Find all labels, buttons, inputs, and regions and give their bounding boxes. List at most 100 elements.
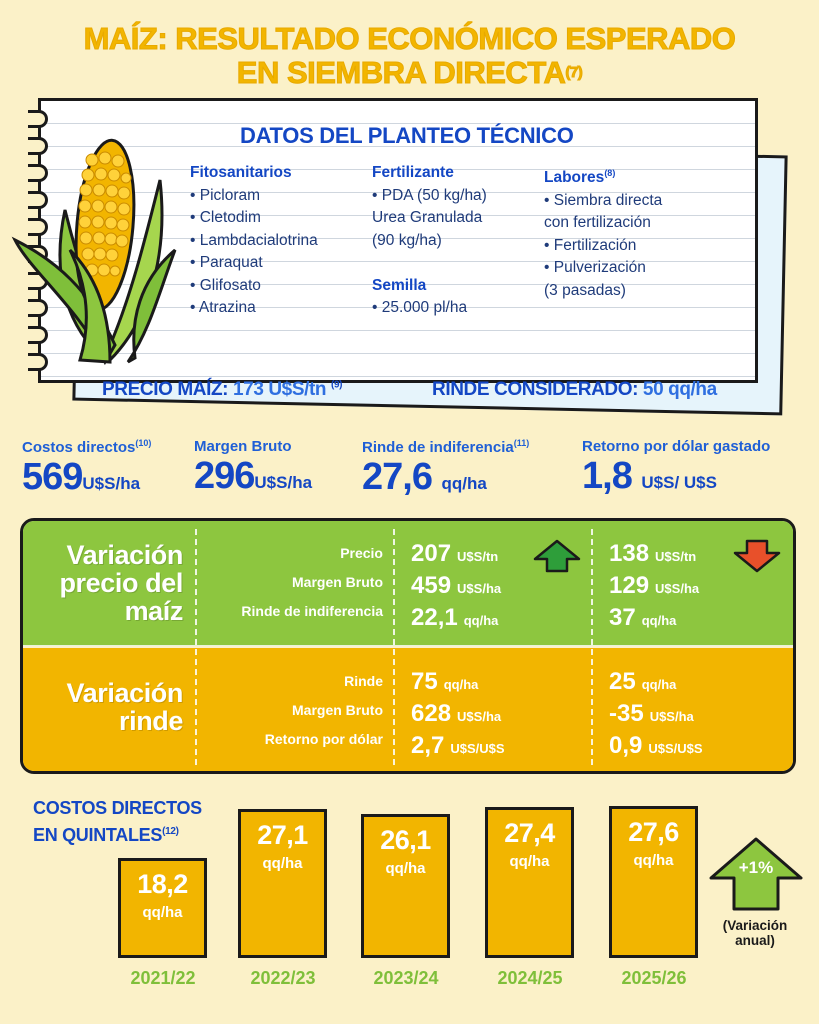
- labores-heading: Labores: [544, 169, 605, 187]
- variation-panel: Variación precio del maíz Precio Margen …: [20, 518, 796, 774]
- value: 25: [609, 668, 636, 695]
- list-item: • 25.000 pl/ha: [372, 299, 468, 316]
- fitosanitarios-heading: Fitosanitarios: [190, 164, 292, 181]
- unit: U$S/ha: [655, 581, 700, 596]
- kpi-unit: U$S/ U$S: [641, 473, 717, 492]
- bar-unit-label: qq/ha: [142, 904, 183, 921]
- kpi-ref: (11): [513, 438, 530, 448]
- unit: U$S/ha: [457, 709, 502, 724]
- yield-up-values: 75 qq/ha 628 U$S/ha 2,7 U$S/U$S: [411, 667, 505, 763]
- divider: [591, 529, 593, 765]
- labores-column: Labores(8) • Siembra directa con fertili…: [544, 162, 714, 302]
- kpi-label: Costos directos: [22, 439, 136, 456]
- page-title: MAÍZ: RESULTADO ECONÓMICO ESPERADO EN SI…: [0, 21, 819, 90]
- yield-variation-band: [23, 646, 793, 771]
- value: 2,7: [411, 732, 445, 759]
- yield-label: RINDE CONSIDERADO:: [432, 379, 639, 400]
- band-divider: [23, 645, 793, 648]
- bar-unit-label: qq/ha: [633, 852, 674, 869]
- row-label: Margen Bruto: [292, 574, 383, 590]
- value: 459: [411, 572, 452, 599]
- title-line-1: MAÍZ: RESULTADO ECONÓMICO ESPERADO: [83, 21, 736, 56]
- unit: qq/ha: [443, 677, 479, 692]
- price-ref: (9): [331, 379, 343, 391]
- value: -35: [609, 700, 644, 727]
- corn-icon: [11, 138, 177, 366]
- bar-value-label: 27,6: [628, 817, 679, 847]
- value: 75: [411, 668, 438, 695]
- yield-down-values: 25 qq/ha -35 U$S/ha 0,9 U$S/U$S: [609, 667, 703, 763]
- list-item: • Cletodim: [190, 209, 261, 226]
- unit: U$S/ha: [649, 709, 694, 724]
- kpi-retorno-dolar: Retorno por dólar gastado 1,8 U$S/ U$S: [582, 438, 770, 498]
- list-item: • PDA (50 kg/ha): [372, 186, 487, 204]
- list-item: • Picloram: [190, 186, 261, 204]
- divider: [195, 529, 197, 765]
- unit: U$S/U$S: [450, 741, 505, 756]
- unit: U$S/tn: [457, 549, 499, 564]
- kpi-value: 1,8: [582, 455, 633, 497]
- bar-value-label: 27,1: [257, 820, 308, 850]
- labores-ref: (8): [604, 168, 616, 178]
- price-down-values: 138 U$S/tn 129 U$S/ha 37 qq/ha: [609, 539, 699, 635]
- bar-value-label: 18,2: [137, 869, 188, 899]
- title-line-2: EN SIEMBRA DIRECTA: [236, 55, 566, 90]
- fertilizante-heading: Fertilizante: [372, 164, 454, 181]
- list-item: (3 pasadas): [544, 281, 626, 299]
- list-item: (90 kg/ha): [372, 231, 442, 249]
- unit: qq/ha: [641, 677, 677, 692]
- kpi-value: 569: [22, 456, 83, 498]
- variation-note: (Variación anual): [722, 918, 788, 948]
- list-item: • Fertilización: [544, 236, 637, 254]
- price-variation-band: [23, 521, 793, 646]
- kpi-label: Margen Bruto: [194, 438, 292, 455]
- price-variation-labels: Precio Margen Bruto Rinde de indiferenci…: [183, 539, 383, 626]
- value: 22,1: [411, 604, 458, 631]
- bar: [609, 806, 698, 958]
- list-item: • Paraquat: [190, 254, 263, 271]
- list-item: • Pulverización: [544, 259, 646, 277]
- list-item: • Siembra directa: [544, 191, 663, 209]
- price-value: 173 U$S/tn: [232, 379, 327, 400]
- category-label: 2021/22: [130, 968, 196, 988]
- price-up-values: 207 U$S/tn 459 U$S/ha 22,1 qq/ha: [411, 539, 501, 635]
- kpi-label: Rinde de indiferencia: [362, 439, 514, 456]
- yield-info: RINDE CONSIDERADO: 50 qq/ha: [432, 379, 717, 401]
- category-label: 2023/24: [373, 968, 439, 988]
- bar-chart-title: COSTOS DIRECTOS EN QUINTALES(12): [33, 798, 202, 845]
- value: 138: [609, 540, 650, 567]
- divider: [393, 529, 395, 765]
- row-label: Retorno por dólar: [264, 731, 383, 747]
- row-label: Precio: [340, 545, 383, 561]
- price-label: PRECIO MAÍZ:: [102, 379, 229, 400]
- kpi-unit: U$S/ha: [254, 473, 313, 492]
- bar: [118, 858, 207, 958]
- arrow-up-icon: [533, 539, 581, 573]
- unit: U$S/ha: [457, 581, 502, 596]
- kpi-label: Retorno por dólar gastado: [582, 438, 771, 455]
- bar-unit-label: qq/ha: [262, 855, 303, 872]
- title-ref: (7): [565, 64, 583, 82]
- list-item: • Glifosato: [190, 276, 261, 294]
- value: 0,9: [609, 732, 643, 759]
- bar-value-label: 27,4: [504, 818, 555, 848]
- kpi-costos-directos: Costos directos(10) 569U$S/ha: [22, 438, 151, 499]
- bar-unit-label: qq/ha: [385, 860, 426, 877]
- kpi-ref: (10): [135, 438, 152, 448]
- arrow-down-icon: [733, 539, 781, 573]
- row-label: Rinde: [344, 673, 383, 689]
- yield-variation-heading: Variación rinde: [66, 678, 184, 736]
- kpi-value: 27,6: [362, 456, 433, 498]
- bar: [361, 814, 450, 958]
- list-item: Urea Granulada: [372, 209, 483, 226]
- category-label: 2025/26: [621, 968, 687, 988]
- list-item: • Atrazina: [190, 299, 256, 316]
- bar-unit-label: qq/ha: [509, 853, 550, 870]
- unit: U$S/tn: [655, 549, 697, 564]
- list-item: • Lambdacialotrina: [190, 231, 318, 249]
- fitosanitarios-column: Fitosanitarios • Picloram • Cletodim • L…: [190, 162, 370, 320]
- bar: [238, 809, 327, 958]
- bar: [485, 807, 574, 958]
- bar-value-label: 26,1: [380, 825, 431, 855]
